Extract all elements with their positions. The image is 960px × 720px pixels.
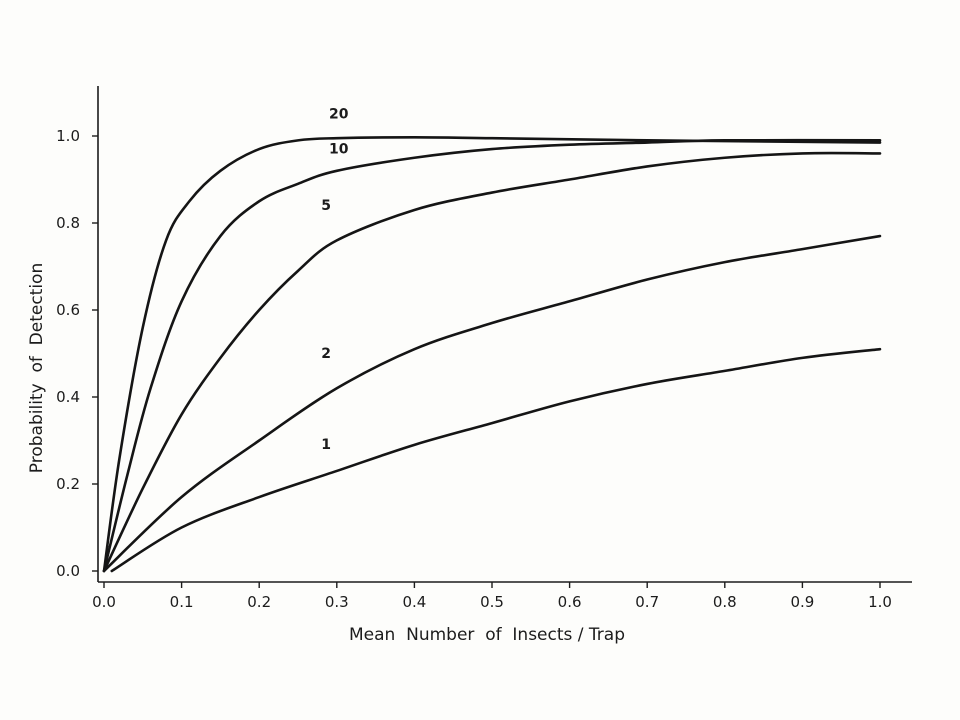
series-line-2: [102, 234, 882, 573]
x-tick-label: 0.7: [635, 593, 659, 611]
series-label-20: 20: [329, 107, 349, 123]
y-axis-title: Probability of Detection: [27, 263, 47, 473]
y-tick-label: 0.0: [56, 562, 80, 580]
series-label-5: 5: [321, 198, 331, 214]
x-ticks: 0.0 0.1 0.2 0.3 0.4 0.5 0.6 0.7 0.8 0.9 1.0: [92, 582, 892, 611]
x-tick-label: 0.4: [402, 593, 426, 611]
y-tick-label: 0.4: [56, 388, 80, 406]
series-line-20: [102, 136, 882, 573]
axes: [97, 86, 912, 583]
y-tick-label: 1.0: [56, 127, 80, 145]
y-tick-label: 0.8: [56, 214, 80, 232]
x-tick-label: 0.0: [92, 593, 116, 611]
series-label-10: 10: [329, 141, 349, 157]
series-line-10: [102, 138, 882, 573]
y-tick-label: 0.6: [56, 301, 80, 319]
x-tick-label: 0.8: [713, 593, 737, 611]
series-line-1: [110, 347, 882, 573]
x-axis-title: Mean Number of Insects / Trap: [349, 625, 625, 645]
series-line-5: [102, 151, 882, 573]
x-tick-label: 1.0: [868, 593, 892, 611]
x-tick-label: 0.2: [247, 593, 271, 611]
series-labels: 20 10 5 2 1: [321, 107, 349, 454]
series-label-1: 1: [321, 437, 331, 453]
y-tick-label: 0.2: [56, 475, 80, 493]
series-label-2: 2: [321, 346, 331, 362]
y-ticks: 0.0 0.2 0.4 0.6 0.8 1.0: [56, 127, 98, 580]
x-tick-label: 0.3: [325, 593, 349, 611]
x-tick-label: 0.5: [480, 593, 504, 611]
x-tick-label: 0.6: [558, 593, 582, 611]
x-tick-label: 0.9: [790, 593, 814, 611]
x-tick-label: 0.1: [170, 593, 194, 611]
series-lines: [102, 136, 882, 573]
